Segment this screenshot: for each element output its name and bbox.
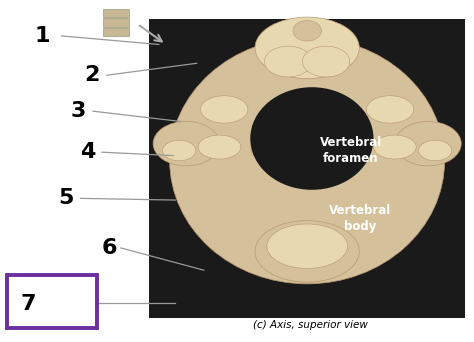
Ellipse shape xyxy=(366,96,414,123)
Text: Vertebral
body: Vertebral body xyxy=(329,205,392,233)
Text: 1: 1 xyxy=(35,26,50,46)
Text: 4: 4 xyxy=(80,142,95,162)
Bar xyxy=(103,18,129,27)
Ellipse shape xyxy=(395,121,461,166)
Bar xyxy=(103,9,129,17)
Text: 6: 6 xyxy=(101,238,117,258)
Text: (c) Axis, superior view: (c) Axis, superior view xyxy=(253,320,368,330)
Ellipse shape xyxy=(255,221,359,282)
Text: Vertebral
foramen: Vertebral foramen xyxy=(319,136,382,165)
Ellipse shape xyxy=(419,140,452,161)
Text: 5: 5 xyxy=(59,188,74,208)
Ellipse shape xyxy=(302,46,350,77)
Ellipse shape xyxy=(255,17,359,79)
Bar xyxy=(149,19,465,318)
Ellipse shape xyxy=(170,38,445,284)
Bar xyxy=(7,275,97,328)
Ellipse shape xyxy=(267,224,347,268)
Text: 2: 2 xyxy=(85,65,100,85)
Ellipse shape xyxy=(293,21,321,41)
Ellipse shape xyxy=(250,142,279,159)
Ellipse shape xyxy=(153,121,219,166)
Bar xyxy=(103,28,129,36)
Ellipse shape xyxy=(163,140,196,161)
Ellipse shape xyxy=(201,96,248,123)
Ellipse shape xyxy=(198,135,241,159)
Text: 7: 7 xyxy=(21,294,36,314)
Ellipse shape xyxy=(264,46,312,77)
Ellipse shape xyxy=(374,135,416,159)
Ellipse shape xyxy=(250,87,374,190)
Text: 3: 3 xyxy=(71,101,86,121)
